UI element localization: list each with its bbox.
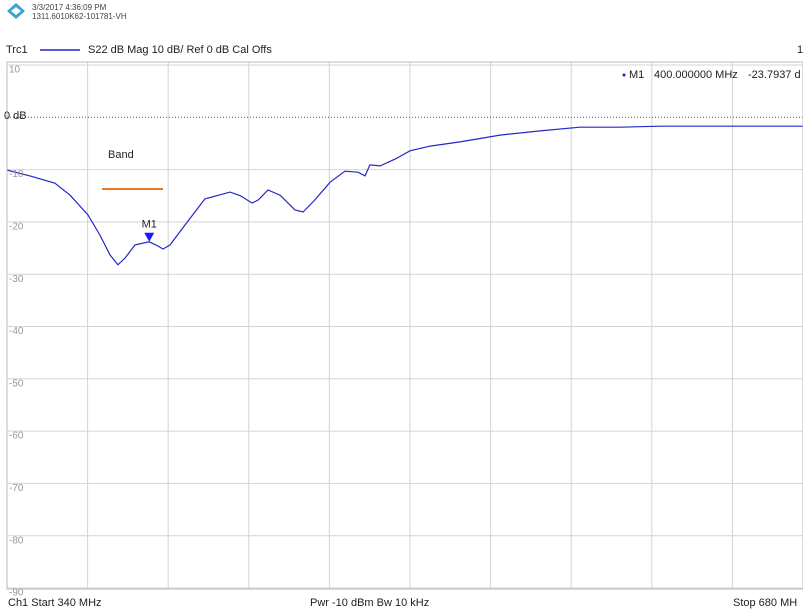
y-tick-label: 10 bbox=[9, 65, 21, 76]
y-tick-label: -20 bbox=[9, 222, 24, 233]
trace-settings: S22 dB Mag 10 dB/ Ref 0 dB Cal Offs bbox=[88, 44, 272, 56]
y-tick-label: -80 bbox=[9, 535, 24, 546]
y-tick-label: -70 bbox=[9, 483, 24, 494]
trace-index: 1 bbox=[797, 44, 803, 56]
timestamp: 3/3/2017 4:36:09 PM bbox=[32, 3, 107, 12]
y-tick-label: -50 bbox=[9, 378, 24, 389]
y-tick-label: -90 bbox=[9, 588, 24, 599]
y-tick-label: -10 bbox=[9, 169, 24, 180]
y-tick-label: -30 bbox=[9, 274, 24, 285]
logo bbox=[7, 3, 25, 19]
marker-readout-x: 400.000000 MHz bbox=[654, 69, 738, 81]
footer-start: Ch1 Start 340 MHz bbox=[8, 597, 102, 609]
device-id: 1311.6010K62-101781-VH bbox=[32, 12, 127, 21]
y-tick-label: 0 dB bbox=[4, 110, 27, 122]
marker-label: M1 bbox=[142, 219, 157, 231]
footer-stop: Stop 680 MH bbox=[733, 597, 797, 609]
plot-frame bbox=[6, 61, 803, 590]
y-tick-label: -40 bbox=[9, 326, 24, 337]
marker-readout-value: -23.7937 d bbox=[748, 69, 801, 81]
trace-line bbox=[7, 125, 803, 266]
trace-name: Trc1 bbox=[6, 44, 28, 56]
plot-area bbox=[7, 62, 803, 589]
marker-triangle bbox=[144, 232, 155, 242]
footer-power: Pwr -10 dBm Bw 10 kHz bbox=[310, 597, 429, 609]
marker-readout-name: M1 bbox=[629, 69, 644, 81]
marker-bullet bbox=[622, 73, 626, 77]
y-tick-label: -60 bbox=[9, 431, 24, 442]
annotation-text: Band bbox=[108, 149, 134, 161]
